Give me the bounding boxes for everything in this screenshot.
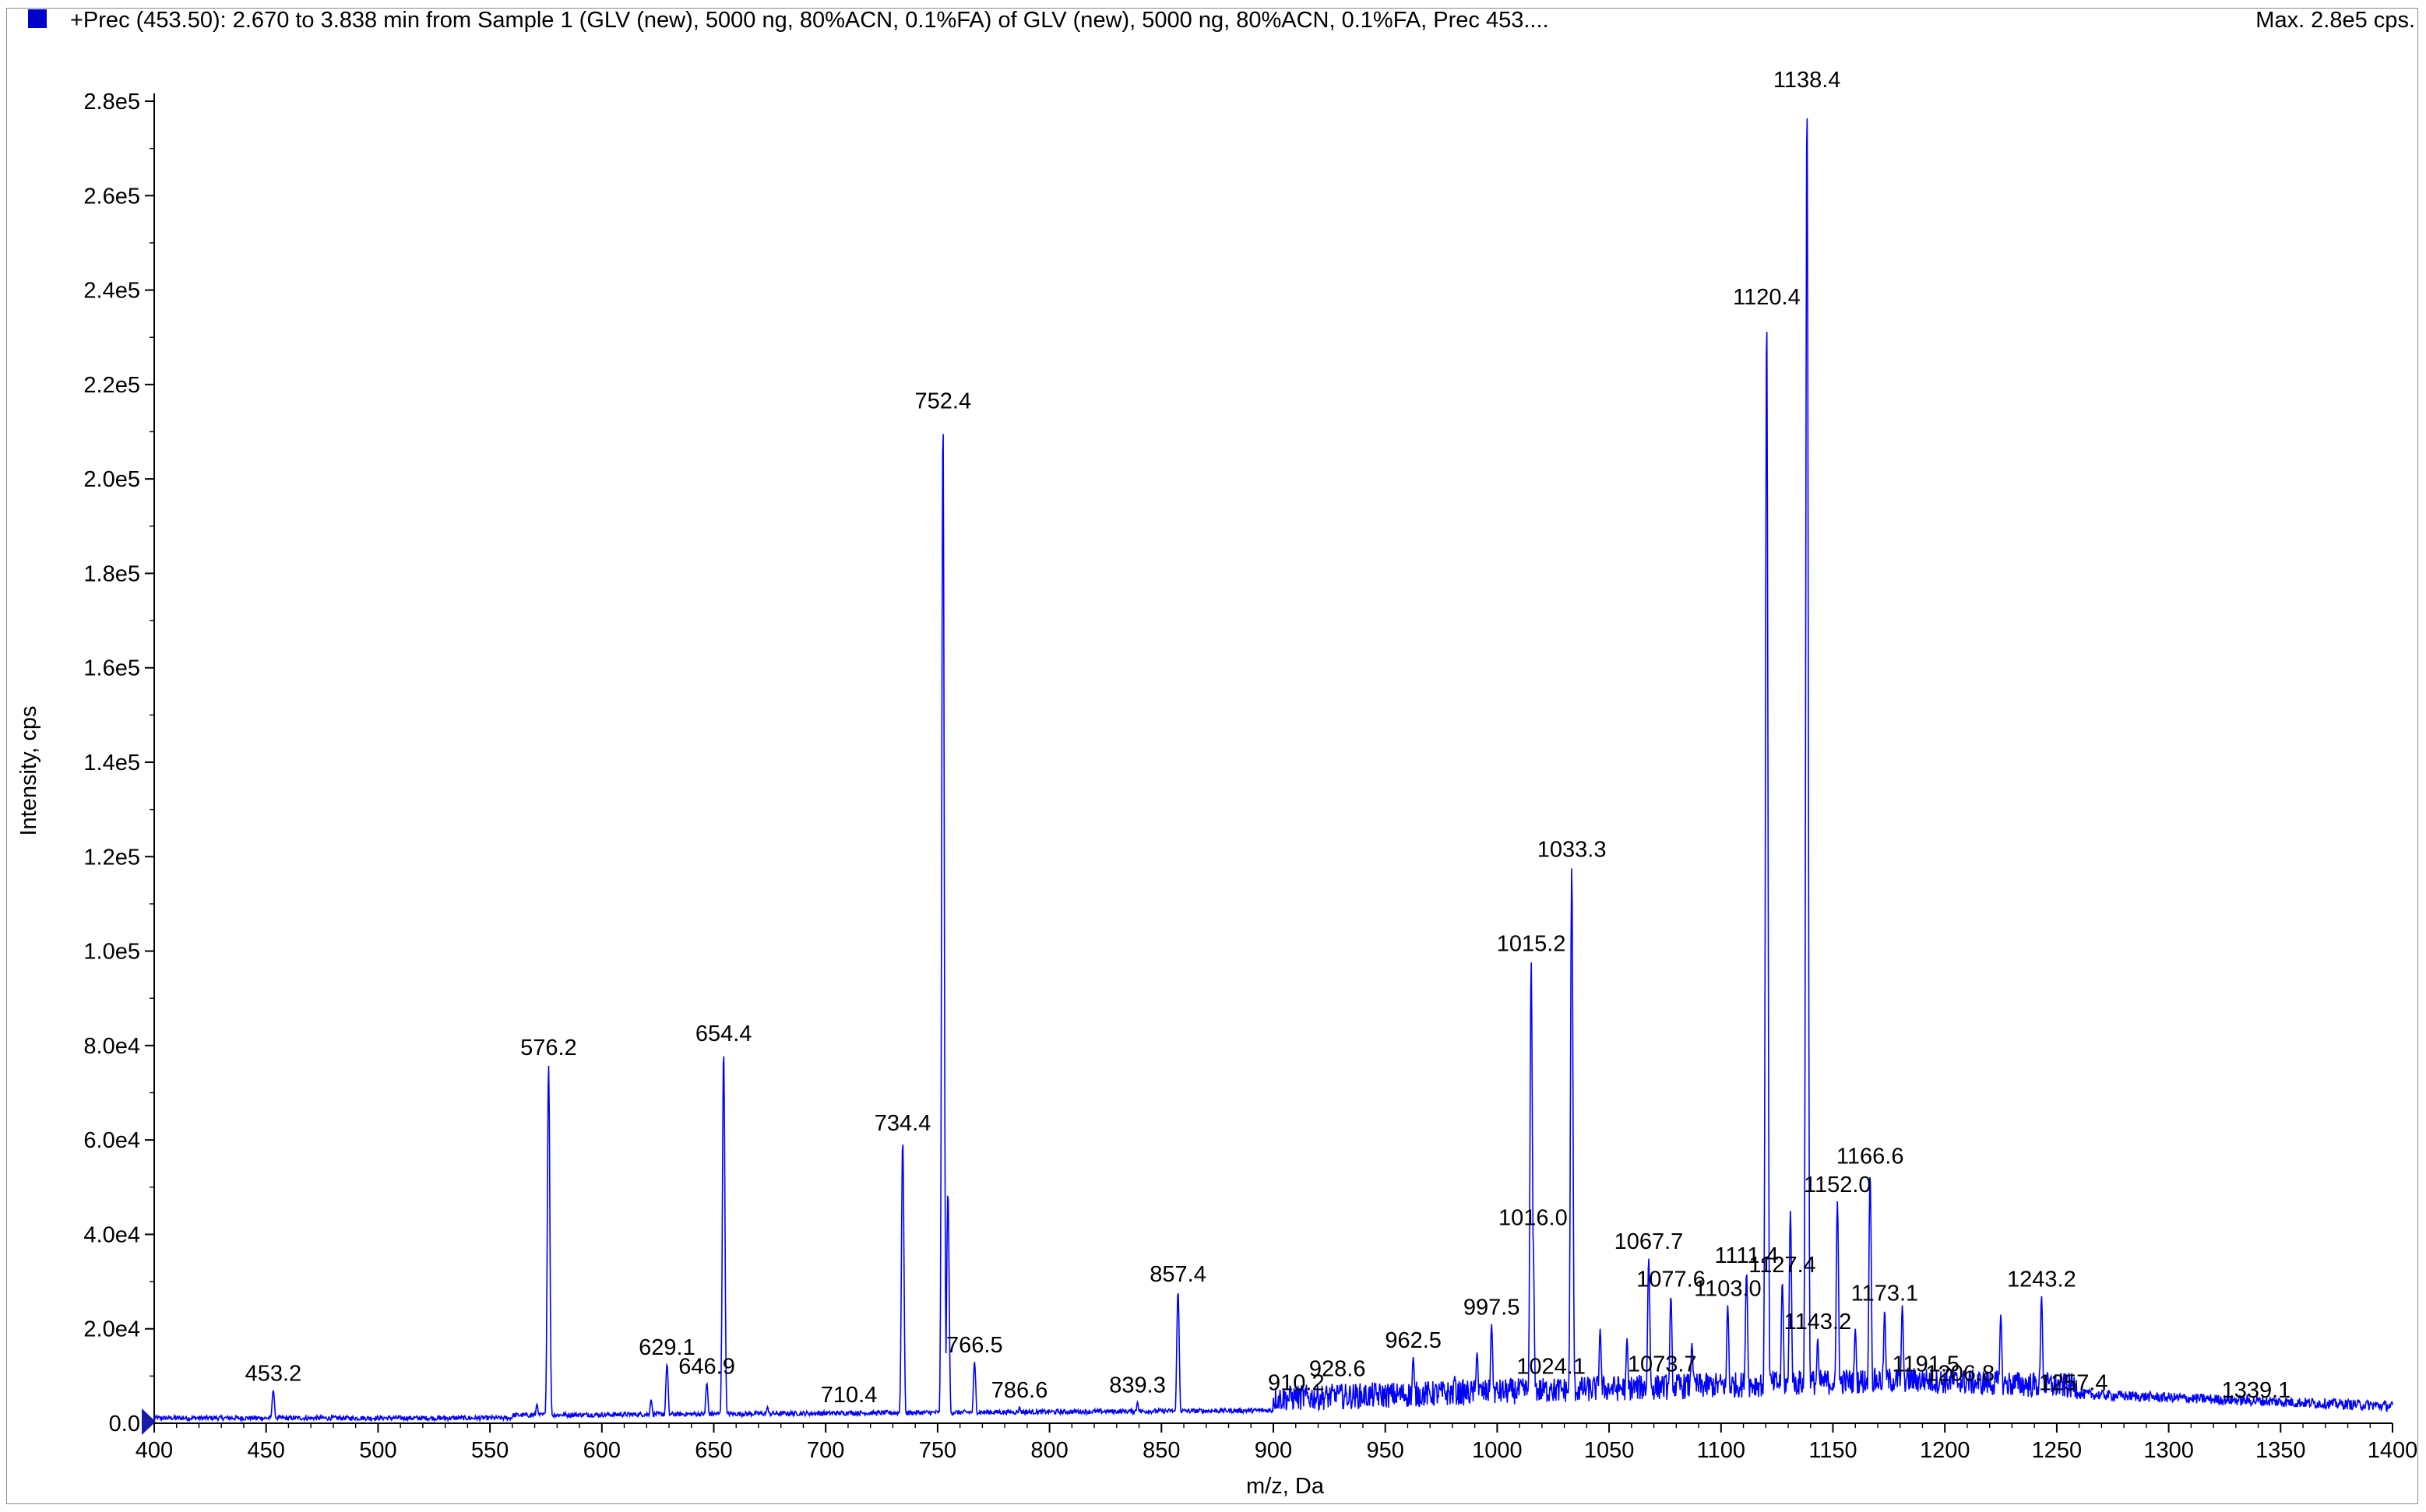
peak-label: 1257.4 [2039,1371,2108,1396]
y-tick-label: 2.4e5 [83,279,140,304]
x-origin-marker-icon[interactable] [142,1408,156,1435]
x-axis-label: m/z, Da [1246,1474,1325,1499]
peak-label: 1152.0 [1804,1173,1871,1197]
x-tick-label: 1200 [1920,1438,1970,1463]
peak-label: 1166.6 [1836,1145,1904,1169]
x-tick-label: 900 [1255,1438,1292,1463]
peak-label: 1138.4 [1773,68,1841,93]
spectrum-trace [153,118,2393,1423]
x-tick-label: 550 [471,1438,509,1463]
x-tick-label: 1400 [2368,1438,2418,1463]
peak-label: 654.4 [695,1021,752,1046]
peak-label: 453.2 [245,1362,302,1387]
peak-label: 786.6 [991,1378,1048,1403]
x-tick-label: 1300 [2143,1438,2194,1463]
peak-label: 1067.7 [1614,1229,1684,1254]
x-tick-label: 500 [359,1438,396,1463]
peak-label: 839.3 [1109,1373,1166,1398]
peak-label: 1206.8 [1925,1362,1995,1387]
x-tick-label: 750 [919,1438,956,1463]
peak-label: 1033.3 [1537,837,1607,862]
y-tick-label: 8.0e4 [83,1034,140,1059]
chart-frame [6,8,2418,1504]
y-tick-label: 2.8e5 [83,90,140,114]
peak-label: 962.5 [1385,1328,1442,1353]
max-intensity-label: Max. 2.8e5 cps. [2255,8,2415,33]
x-tick-label: 1100 [1697,1438,1745,1463]
x-tick-label: 650 [695,1438,732,1463]
x-tick-label: 950 [1367,1438,1404,1463]
peak-label: 629.1 [639,1335,695,1360]
peak-label: 857.4 [1150,1262,1206,1287]
y-tick-label: 2.6e5 [83,184,140,209]
y-tick-label: 4.0e4 [83,1222,140,1247]
peak-label: 1173.1 [1851,1281,1919,1306]
peak-label: 752.4 [915,389,972,413]
x-tick-label: 400 [136,1438,173,1463]
y-tick-label: 6.0e4 [83,1128,140,1153]
y-tick-label: 1.4e5 [83,751,140,775]
x-tick-label: 1150 [1808,1438,1857,1463]
y-axis-label: Intensity, cps [16,705,41,835]
x-tick-label: 1000 [1472,1438,1523,1463]
y-tick-label: 2.0e4 [83,1317,140,1342]
x-tick-label: 1350 [2255,1438,2306,1463]
x-tick-label: 450 [248,1438,285,1463]
y-tick-label: 1.0e5 [83,940,140,965]
axes-layer: 400 450 500 550 600 650 700 750 800 850 900 950 1000… [83,90,2417,1463]
peak-label: 1077.6 [1636,1267,1706,1292]
peak-label: 1111.4 [1714,1243,1778,1268]
x-tick-label: 850 [1143,1438,1180,1463]
peak-label: 576.2 [520,1036,577,1060]
peak-label: 710.4 [821,1383,878,1408]
x-tick-label: 700 [807,1438,844,1463]
peak-label: 1339.1 [2222,1378,2291,1403]
x-tick-label: 1050 [1584,1438,1635,1463]
peak-label: 646.9 [678,1354,735,1379]
peak-label: 1024.1 [1516,1354,1586,1379]
peak-label: 1120.4 [1733,285,1801,310]
x-tick-label: 1250 [2032,1438,2083,1463]
legend-swatch-icon[interactable] [28,9,47,28]
peak-label: 997.5 [1463,1296,1520,1320]
y-tick-label: 2.2e5 [83,373,140,398]
peak-label: 734.4 [875,1111,931,1136]
peak-label: 1073.7 [1628,1352,1697,1377]
peak-label: 1243.2 [2007,1267,2076,1292]
y-tick-label: 2.0e5 [83,467,140,492]
peak-label: 1103.0 [1694,1276,1762,1301]
peak-label: 766.5 [946,1333,1003,1358]
y-tick-label: 0.0 [109,1412,140,1436]
y-tick-label: 1.2e5 [83,845,140,870]
peak-label: 1016.0 [1498,1205,1568,1230]
x-tick-label: 800 [1030,1438,1068,1463]
peak-label: 910.2 [1268,1371,1325,1396]
y-tick-label: 1.6e5 [83,656,140,681]
peak-label: 1143.2 [1784,1310,1852,1334]
y-tick-label: 1.8e5 [83,561,140,586]
peak-label: 1191.5 [1892,1352,1959,1377]
x-tick-label: 600 [583,1438,621,1463]
peak-label: 1015.2 [1497,932,1566,957]
peak-label: 928.6 [1309,1356,1366,1381]
peak-label: 1127.4 [1748,1253,1816,1278]
chart-title: +Prec (453.50): 2.670 to 3.838 min from … [70,8,1549,33]
